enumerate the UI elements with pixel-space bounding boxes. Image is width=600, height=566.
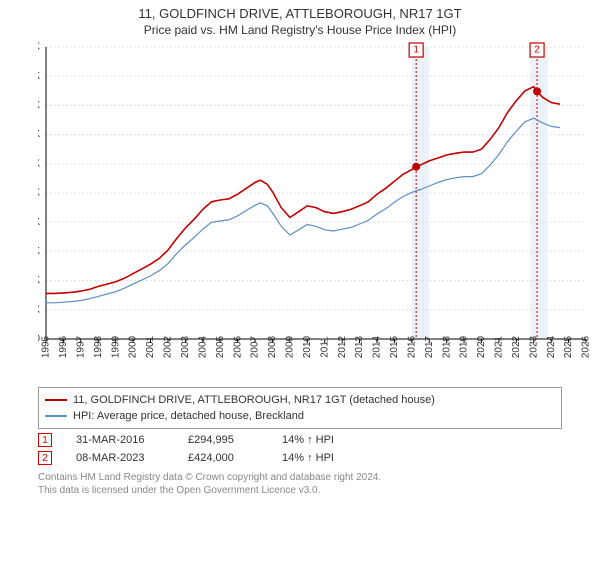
svg-text:2017: 2017 bbox=[424, 335, 435, 358]
chart-subtitle: Price paid vs. HM Land Registry's House … bbox=[0, 23, 600, 37]
svg-text:2: 2 bbox=[534, 45, 540, 56]
svg-text:2020: 2020 bbox=[476, 335, 487, 358]
svg-text:£250K: £250K bbox=[38, 188, 40, 199]
svg-text:2014: 2014 bbox=[372, 335, 383, 358]
legend-box: 11, GOLDFINCH DRIVE, ATTLEBOROUGH, NR17 … bbox=[38, 387, 562, 429]
svg-text:£400K: £400K bbox=[38, 100, 40, 111]
svg-text:2010: 2010 bbox=[302, 335, 313, 358]
chart-area: £0£50K£100K£150K£200K£250K£300K£350K£400… bbox=[38, 41, 596, 381]
event-date: 31-MAR-2016 bbox=[76, 434, 164, 446]
svg-text:£100K: £100K bbox=[38, 275, 40, 286]
svg-text:2005: 2005 bbox=[215, 335, 226, 358]
chart-title: 11, GOLDFINCH DRIVE, ATTLEBOROUGH, NR17 … bbox=[0, 6, 600, 21]
event-row: 2 08-MAR-2023 £424,000 14% ↑ HPI bbox=[38, 451, 562, 465]
event-delta: 14% ↑ HPI bbox=[282, 434, 334, 446]
svg-text:2026: 2026 bbox=[581, 335, 592, 358]
svg-text:2012: 2012 bbox=[337, 335, 348, 358]
svg-text:2008: 2008 bbox=[267, 335, 278, 358]
svg-text:2023: 2023 bbox=[528, 335, 539, 358]
legend-swatch-icon bbox=[45, 399, 67, 401]
legend-label: HPI: Average price, detached house, Brec… bbox=[73, 408, 304, 424]
legend-label: 11, GOLDFINCH DRIVE, ATTLEBOROUGH, NR17 … bbox=[73, 392, 435, 408]
svg-text:2007: 2007 bbox=[250, 335, 261, 358]
event-date: 08-MAR-2023 bbox=[76, 452, 164, 464]
svg-text:2019: 2019 bbox=[459, 335, 470, 358]
event-price: £294,995 bbox=[188, 434, 258, 446]
svg-text:2016: 2016 bbox=[406, 335, 417, 358]
event-marker-icon: 1 bbox=[38, 433, 52, 447]
event-delta: 14% ↑ HPI bbox=[282, 452, 334, 464]
footer-attribution: Contains HM Land Registry data © Crown c… bbox=[38, 471, 562, 497]
event-price: £424,000 bbox=[188, 452, 258, 464]
event-row: 1 31-MAR-2016 £294,995 14% ↑ HPI bbox=[38, 433, 562, 447]
legend-item: 11, GOLDFINCH DRIVE, ATTLEBOROUGH, NR17 … bbox=[45, 392, 555, 408]
svg-text:2004: 2004 bbox=[197, 335, 208, 358]
svg-text:1998: 1998 bbox=[93, 335, 104, 358]
svg-text:1997: 1997 bbox=[75, 335, 86, 358]
svg-text:2024: 2024 bbox=[546, 335, 557, 358]
svg-text:£500K: £500K bbox=[38, 42, 40, 53]
svg-text:2013: 2013 bbox=[354, 335, 365, 358]
svg-text:£350K: £350K bbox=[38, 129, 40, 140]
svg-text:£50K: £50K bbox=[38, 304, 40, 315]
svg-text:£200K: £200K bbox=[38, 217, 40, 228]
svg-text:2011: 2011 bbox=[319, 336, 330, 358]
svg-text:2009: 2009 bbox=[285, 335, 296, 358]
footer-line: This data is licensed under the Open Gov… bbox=[38, 484, 562, 497]
svg-text:1996: 1996 bbox=[58, 335, 69, 358]
svg-text:1995: 1995 bbox=[41, 335, 52, 358]
svg-text:2021: 2021 bbox=[494, 335, 505, 358]
svg-text:2022: 2022 bbox=[511, 335, 522, 358]
line-chart-svg: £0£50K£100K£150K£200K£250K£300K£350K£400… bbox=[38, 41, 596, 381]
svg-text:2001: 2001 bbox=[145, 335, 156, 358]
legend-item: HPI: Average price, detached house, Brec… bbox=[45, 408, 555, 424]
legend-swatch-icon bbox=[45, 415, 67, 417]
svg-text:£150K: £150K bbox=[38, 246, 40, 257]
svg-text:2015: 2015 bbox=[389, 335, 400, 358]
svg-text:1: 1 bbox=[413, 45, 419, 56]
footer-line: Contains HM Land Registry data © Crown c… bbox=[38, 471, 562, 484]
svg-text:£450K: £450K bbox=[38, 71, 40, 82]
svg-text:£300K: £300K bbox=[38, 158, 40, 169]
svg-text:2018: 2018 bbox=[441, 335, 452, 358]
svg-text:2025: 2025 bbox=[563, 335, 574, 358]
svg-text:2002: 2002 bbox=[163, 335, 174, 358]
event-marker-icon: 2 bbox=[38, 451, 52, 465]
svg-text:2000: 2000 bbox=[128, 335, 139, 358]
svg-text:2006: 2006 bbox=[232, 335, 243, 358]
svg-text:2003: 2003 bbox=[180, 335, 191, 358]
svg-text:1999: 1999 bbox=[110, 335, 121, 358]
